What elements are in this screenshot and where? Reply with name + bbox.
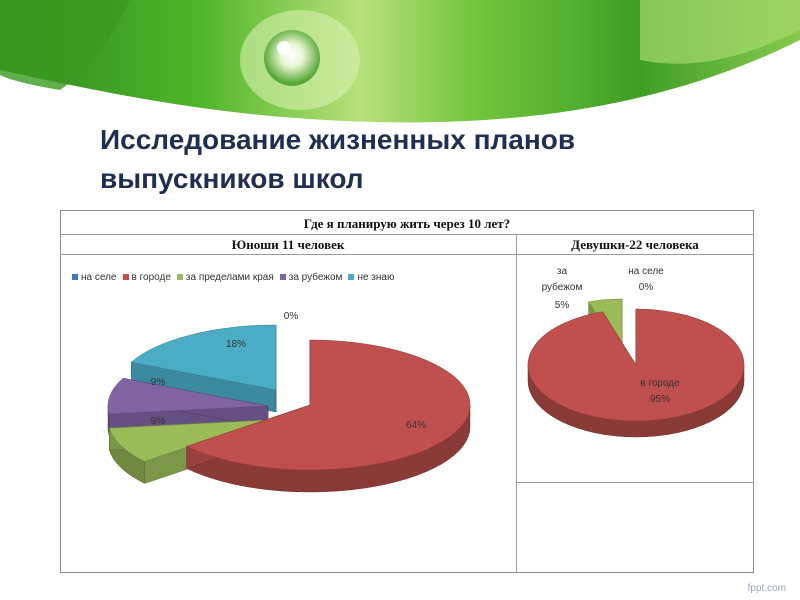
legend-label-0: на селе: [81, 272, 117, 283]
green-banner-image: [0, 0, 800, 215]
boys-data-label-3: 9%: [151, 377, 166, 388]
table-divider-vertical: [516, 234, 517, 573]
girls-label-village-value: 0%: [639, 282, 654, 293]
boys-slice-1: [185, 339, 471, 493]
boys-slice-4: [130, 324, 277, 413]
girls-label-abroad-value: 5%: [555, 300, 570, 311]
table-divider-header: [60, 254, 754, 255]
girls-label-city-value: 95%: [650, 394, 670, 405]
legend-item-1: в городе: [122, 272, 171, 283]
boys-chart-legend: на селе в городе за пределами края за рубеж…: [72, 272, 400, 283]
girls-label-city-name: в городе: [640, 378, 680, 389]
legend-label-2: за пределами края: [185, 272, 274, 283]
legend-label-4: не знаю: [357, 272, 395, 283]
boys-slice-2-top: [108, 419, 269, 462]
footer-brand: fppt.com: [747, 583, 786, 594]
legend-swatch-2: [176, 274, 183, 281]
slide-title: Исследование жизненных планов выпускнико…: [100, 120, 700, 198]
boys-data-label-4: 18%: [226, 339, 246, 350]
legend-swatch-3: [279, 274, 286, 281]
legend-swatch-4: [348, 274, 355, 281]
legend-swatch-0: [72, 274, 78, 281]
table-right-header: Девушки-22 человека: [571, 237, 699, 252]
boys-slice-3-top: [107, 378, 269, 415]
boys-slice-1-top: [185, 339, 471, 471]
table-header: Где я планирую жить через 10 лет?: [303, 216, 511, 231]
legend-item-2: за пределами края: [176, 272, 274, 283]
girls-label-village-name: на селе: [628, 266, 664, 277]
boys-data-label-2: 9%: [151, 416, 166, 427]
boys-slice-4-top: [130, 324, 277, 391]
legend-item-4: не знаю: [348, 272, 394, 283]
girls-slice-city-top: [527, 308, 745, 422]
legend-item-3: за рубежом: [279, 272, 343, 283]
boys-data-label-0: 0%: [284, 311, 299, 322]
table-divider-top: [60, 234, 754, 235]
girls-label-abroad-name1: за: [557, 266, 568, 277]
legend-swatch-1: [122, 274, 129, 281]
boys-data-label-1: 64%: [406, 420, 426, 431]
slide-title-line2: выпускников школ: [100, 163, 364, 194]
table-divider-right-bottom: [516, 482, 754, 483]
legend-label-3: за рубежом: [288, 272, 343, 283]
legend-label-1: в городе: [131, 272, 171, 283]
table-left-header: Юноши 11 человек: [231, 237, 345, 252]
girls-label-abroad-name2: рубежом: [542, 281, 583, 293]
girls-slice-city: [527, 308, 745, 438]
legend-item-0: на селе: [72, 272, 117, 283]
slide-title-line1: Исследование жизненных планов: [100, 124, 576, 155]
